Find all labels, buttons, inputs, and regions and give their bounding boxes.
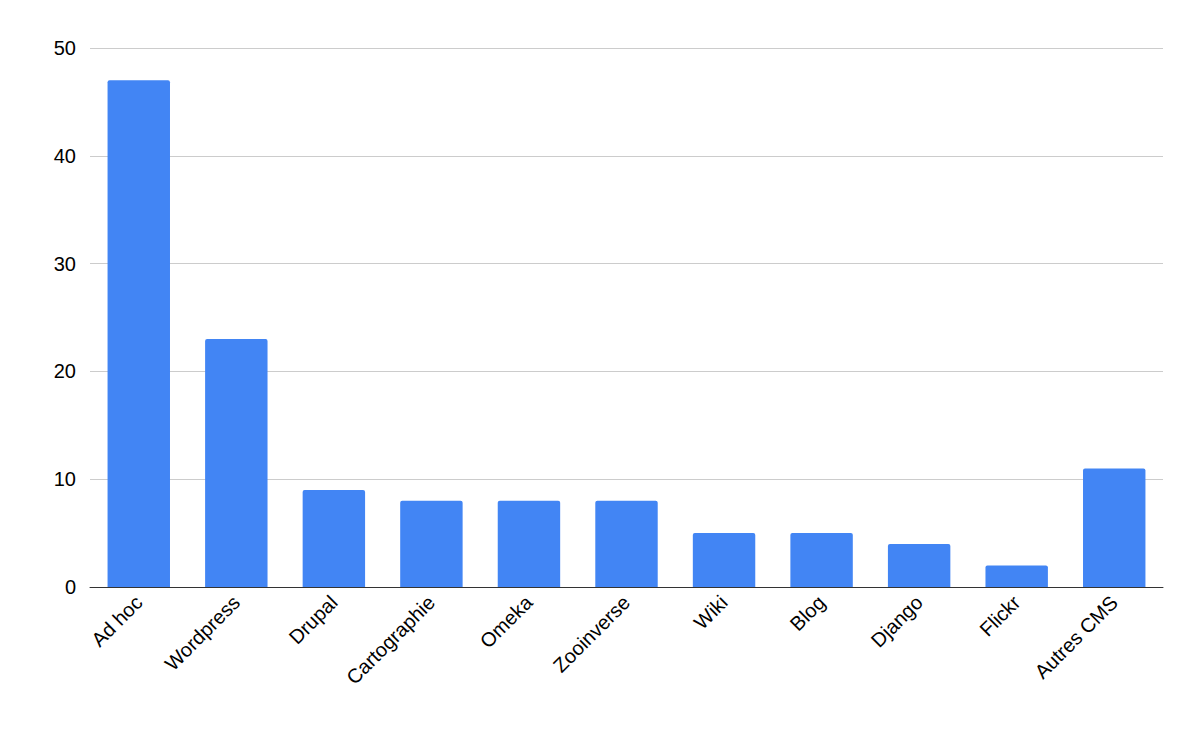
svg-text:Drupal: Drupal [284,591,341,648]
svg-text:Zooinverse: Zooinverse [549,591,634,676]
svg-text:Blog: Blog [786,591,830,635]
svg-text:20: 20 [54,360,76,382]
svg-text:Wordpress: Wordpress [160,591,244,675]
svg-text:Cartographie: Cartographie [342,591,439,688]
svg-text:Omeka: Omeka [476,591,538,653]
svg-text:10: 10 [54,468,76,490]
svg-text:Autres CMS: Autres CMS [1030,591,1122,683]
svg-text:40: 40 [54,145,76,167]
svg-text:30: 30 [54,253,76,275]
svg-text:Wiki: Wiki [690,591,732,633]
svg-text:0: 0 [65,576,76,598]
svg-text:50: 50 [54,37,76,59]
svg-text:Flickr: Flickr [975,591,1025,641]
svg-text:Django: Django [867,591,927,651]
svg-text:Ad hoc: Ad hoc [87,591,147,651]
